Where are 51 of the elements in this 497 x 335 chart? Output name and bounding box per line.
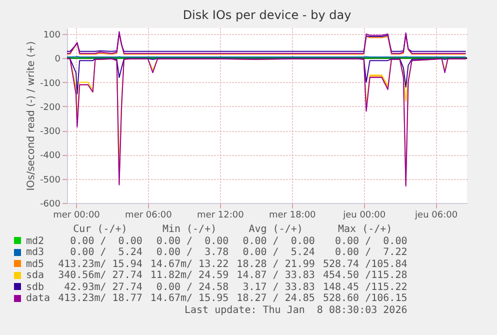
y-axis-title: IOs/second read (-) / write (+) bbox=[26, 41, 38, 191]
text: 14.67m/ 15.95 bbox=[149, 293, 230, 304]
y-tick-label: -500 bbox=[40, 175, 61, 186]
text: Last update: Thu Jan 8 08:30:03 2026 bbox=[183, 304, 408, 316]
y-tick-label: 100 bbox=[43, 30, 61, 41]
text: 528.60 /106.15 bbox=[322, 293, 408, 304]
text: 413.23m/ 18.77 bbox=[57, 293, 144, 304]
text: 3.17 / 33.83 bbox=[242, 282, 316, 293]
text: Max (-/+) bbox=[337, 224, 394, 236]
text: 0.00 / 7.22 bbox=[334, 247, 408, 258]
text: Avg (-/+) bbox=[248, 224, 304, 236]
text: 0.00 / 3.78 bbox=[155, 247, 230, 258]
text: 42.93m/ 27.74 bbox=[63, 282, 144, 293]
y-tick-label: -300 bbox=[40, 127, 61, 138]
x-tick-label: mer 12:00 bbox=[197, 210, 244, 220]
text: 148.45 /115.22 bbox=[322, 282, 408, 293]
text: Cur (-/+) bbox=[72, 224, 128, 236]
y-tick-label: -600 bbox=[40, 200, 61, 210]
text: 0.00 / 5.24 bbox=[242, 247, 316, 258]
text: 413.23m/ 15.94 bbox=[57, 258, 144, 270]
legend-label: sdb bbox=[25, 282, 46, 293]
legend-label: md2 bbox=[25, 236, 46, 247]
text: 0.00 / 24.58 bbox=[155, 282, 230, 293]
legend-label: data bbox=[25, 293, 52, 304]
x-tick-label: mer 06:00 bbox=[125, 210, 172, 220]
legend-label: md5 bbox=[25, 258, 46, 270]
text: 0.00 / 0.00 bbox=[242, 236, 316, 247]
x-tick-label: mer 00:00 bbox=[53, 210, 100, 220]
chart-title: Disk IOs per device - by day bbox=[182, 8, 352, 22]
text: 454.50 /115.28 bbox=[322, 270, 408, 282]
x-tick-label: mer 18:00 bbox=[268, 210, 316, 220]
y-tick-label: 0 bbox=[54, 54, 61, 65]
x-tick-label: jeu 06:00 bbox=[414, 210, 458, 220]
text: 340.56m/ 27.74 bbox=[57, 270, 144, 282]
text: 18.28 / 21.99 bbox=[236, 258, 316, 270]
y-tick-label: -400 bbox=[40, 151, 61, 162]
text: 11.82m/ 24.59 bbox=[149, 270, 230, 282]
text: 18.27 / 24.85 bbox=[236, 293, 316, 304]
legend-label: md3 bbox=[25, 247, 46, 258]
y-tick-label: -100 bbox=[40, 78, 61, 89]
text: 14.67m/ 13.22 bbox=[149, 258, 230, 270]
text: 0.00 / 0.00 bbox=[334, 236, 408, 247]
text: Min (-/+) bbox=[161, 224, 218, 236]
legend-label: sda bbox=[25, 270, 46, 282]
x-tick-label: jeu 00:00 bbox=[342, 210, 386, 220]
text: 0.00 / 0.00 bbox=[69, 236, 144, 247]
text: 14.87 / 33.83 bbox=[236, 270, 316, 282]
y-tick-label: -200 bbox=[40, 102, 61, 113]
text: 528.74 /105.84 bbox=[322, 258, 408, 270]
text: 0.00 / 0.00 bbox=[155, 236, 230, 247]
text: 0.00 / 5.24 bbox=[69, 247, 144, 258]
